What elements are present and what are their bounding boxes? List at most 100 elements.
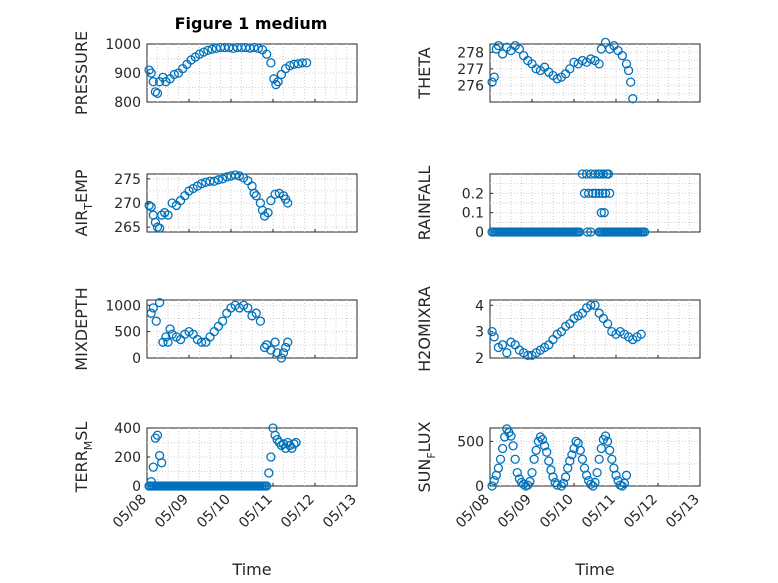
y-tick-label: 0 bbox=[132, 479, 141, 495]
data-point bbox=[487, 77, 497, 87]
data-point bbox=[266, 452, 276, 462]
data-point bbox=[270, 430, 280, 440]
data-point bbox=[487, 326, 497, 337]
data-point bbox=[594, 188, 604, 198]
data-markers bbox=[487, 37, 638, 104]
data-point bbox=[230, 170, 240, 180]
data-point bbox=[489, 332, 499, 342]
data-point bbox=[594, 59, 604, 69]
data-point bbox=[157, 210, 167, 220]
data-point bbox=[165, 324, 175, 334]
data-point bbox=[255, 316, 266, 326]
data-point bbox=[157, 458, 167, 468]
y-axis-label: MIXDEPTH bbox=[72, 287, 91, 370]
data-point bbox=[289, 439, 299, 449]
data-point bbox=[489, 72, 499, 82]
data-point bbox=[581, 470, 592, 480]
y-tick-label: 200 bbox=[114, 450, 141, 466]
data-point bbox=[207, 44, 217, 54]
data-point bbox=[213, 175, 224, 185]
data-point bbox=[577, 454, 588, 464]
data-point bbox=[278, 439, 289, 449]
data-point bbox=[508, 441, 518, 451]
data-point bbox=[285, 61, 295, 71]
y-axis-label: THETA bbox=[415, 47, 434, 99]
y-tick-label: 277 bbox=[457, 62, 484, 78]
y-tick-label: 270 bbox=[114, 196, 141, 212]
data-point bbox=[283, 337, 293, 347]
data-point bbox=[158, 337, 168, 347]
data-point bbox=[257, 205, 268, 215]
axes-box bbox=[489, 427, 701, 487]
data-point bbox=[523, 350, 533, 361]
data-point bbox=[262, 49, 272, 59]
x-tick-label: 05/11 bbox=[236, 492, 276, 532]
x-tick-label: 05/13 bbox=[663, 492, 703, 532]
y-axis-label: TERRMSL bbox=[72, 422, 95, 494]
data-markers bbox=[144, 170, 293, 233]
data-point bbox=[596, 208, 606, 218]
data-point bbox=[577, 55, 588, 66]
data-markers bbox=[487, 169, 650, 237]
data-point bbox=[611, 470, 621, 480]
data-point bbox=[144, 200, 154, 211]
data-point bbox=[565, 64, 575, 74]
data-point bbox=[594, 454, 604, 464]
data-point bbox=[621, 470, 632, 480]
data-point bbox=[586, 300, 596, 310]
data-point bbox=[152, 430, 163, 440]
data-point bbox=[518, 479, 529, 489]
y-axis-label-main: PRESSURE bbox=[72, 31, 91, 115]
data-point bbox=[203, 45, 213, 56]
data-point bbox=[531, 64, 541, 74]
x-tick-label: 05/11 bbox=[579, 492, 619, 532]
data-point bbox=[493, 463, 504, 473]
data-point bbox=[497, 443, 508, 454]
data-point bbox=[271, 79, 281, 90]
data-point bbox=[264, 468, 274, 478]
data-point bbox=[497, 49, 508, 59]
data-point bbox=[544, 456, 554, 466]
data-point bbox=[280, 342, 291, 353]
data-point bbox=[199, 47, 209, 57]
data-point bbox=[154, 297, 165, 308]
y-tick-label: 2 bbox=[475, 351, 484, 367]
data-point bbox=[263, 208, 273, 218]
data-markers bbox=[487, 424, 632, 491]
x-tick-label: 05/08 bbox=[453, 492, 493, 532]
data-point bbox=[163, 337, 173, 347]
data-markers bbox=[146, 297, 293, 363]
data-point bbox=[249, 188, 259, 198]
y-axis-label-subscript: M bbox=[82, 441, 95, 451]
data-point bbox=[626, 77, 636, 87]
y-tick-label: 278 bbox=[457, 45, 484, 61]
y-axis-label-main: TERR bbox=[72, 450, 91, 493]
y-axis-label: PRESSURE bbox=[72, 31, 91, 115]
data-point bbox=[531, 445, 541, 455]
y-tick-label: 0 bbox=[475, 225, 484, 241]
x-tick-label: 05/09 bbox=[152, 492, 192, 532]
data-point bbox=[196, 337, 207, 347]
grid-lines bbox=[147, 300, 357, 358]
y-tick-label: 1000 bbox=[105, 37, 141, 53]
y-tick-label: 1000 bbox=[105, 298, 141, 314]
x-tick-label: 05/08 bbox=[110, 492, 150, 532]
data-point bbox=[152, 88, 163, 98]
data-point bbox=[527, 467, 537, 478]
y-axis-label-main: MIXDEPTH bbox=[72, 287, 91, 370]
data-point bbox=[222, 172, 232, 182]
y-tick-label: 265 bbox=[114, 220, 141, 236]
data-point bbox=[607, 454, 617, 464]
data-point bbox=[600, 431, 611, 441]
data-point bbox=[169, 69, 179, 80]
data-point bbox=[605, 445, 615, 455]
data-point bbox=[590, 300, 600, 310]
data-point bbox=[512, 467, 522, 478]
data-point bbox=[234, 171, 245, 181]
subplot-terr_msl: 0 200 400 TERRMSL 05/08 05/09 05/10 05/11 05/12 0… bbox=[72, 421, 360, 579]
data-point bbox=[535, 432, 546, 442]
data-point bbox=[621, 59, 632, 69]
data-point bbox=[556, 481, 567, 491]
